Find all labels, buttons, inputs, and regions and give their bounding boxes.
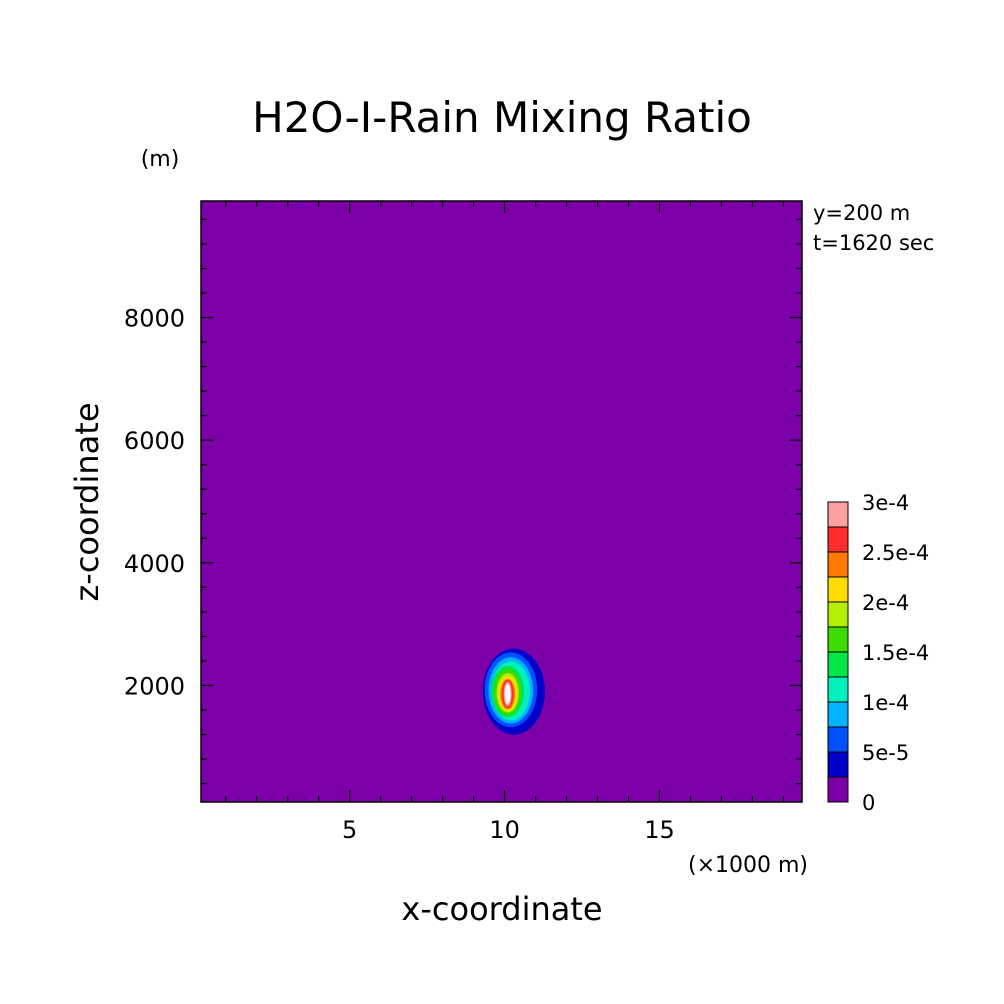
y-tick-label: 8000 bbox=[124, 305, 185, 333]
y-axis-unit: (m) bbox=[141, 147, 180, 172]
colorbar-swatch bbox=[827, 726, 849, 753]
plot-area bbox=[200, 200, 803, 803]
colorbar-swatch bbox=[827, 576, 849, 603]
chart-title: H2O-I-Rain Mixing Ratio bbox=[252, 93, 752, 142]
x-axis-label: x-coordinate bbox=[401, 890, 602, 928]
plot-frame bbox=[200, 200, 803, 803]
colorbar-swatch bbox=[827, 651, 849, 678]
colorbar-label: 3e-4 bbox=[862, 491, 909, 515]
annotation-y-position: y=200 m bbox=[813, 201, 910, 225]
colorbar: 0 5e-5 1e-4 1.5e-4 2e-4 2.5e-4 3e-4 bbox=[827, 491, 929, 815]
colorbar-swatch bbox=[827, 501, 849, 528]
colorbar-swatch bbox=[827, 601, 849, 628]
colorbar-swatch bbox=[827, 626, 849, 653]
colorbar-swatch bbox=[827, 776, 849, 803]
axis-ticks bbox=[201, 201, 802, 802]
colorbar-swatch bbox=[827, 676, 849, 703]
y-axis-label: z-coordinate bbox=[68, 402, 106, 601]
x-tick-label: 10 bbox=[489, 816, 520, 844]
colorbar-swatch bbox=[827, 751, 849, 778]
colorbar-swatch bbox=[827, 701, 849, 728]
x-axis-unit: (×1000 m) bbox=[688, 853, 808, 878]
colorbar-label: 5e-5 bbox=[862, 741, 909, 765]
y-tick-label: 6000 bbox=[124, 427, 185, 455]
axis-tick-labels: 5 10 15 2000 4000 6000 8000 bbox=[124, 305, 675, 844]
colorbar-label: 1.5e-4 bbox=[862, 641, 929, 665]
annotation-time: t=1620 sec bbox=[813, 231, 934, 255]
y-tick-label: 2000 bbox=[124, 672, 185, 700]
colorbar-swatch bbox=[827, 526, 849, 553]
contour-core bbox=[504, 684, 511, 704]
colorbar-label: 1e-4 bbox=[862, 691, 909, 715]
x-tick-label: 5 bbox=[342, 816, 357, 844]
x-tick-label: 15 bbox=[644, 816, 675, 844]
colorbar-label: 2.5e-4 bbox=[862, 541, 929, 565]
colorbar-label: 2e-4 bbox=[862, 591, 909, 615]
colorbar-label: 0 bbox=[862, 791, 875, 815]
y-tick-label: 4000 bbox=[124, 550, 185, 578]
colorbar-swatch bbox=[827, 551, 849, 578]
